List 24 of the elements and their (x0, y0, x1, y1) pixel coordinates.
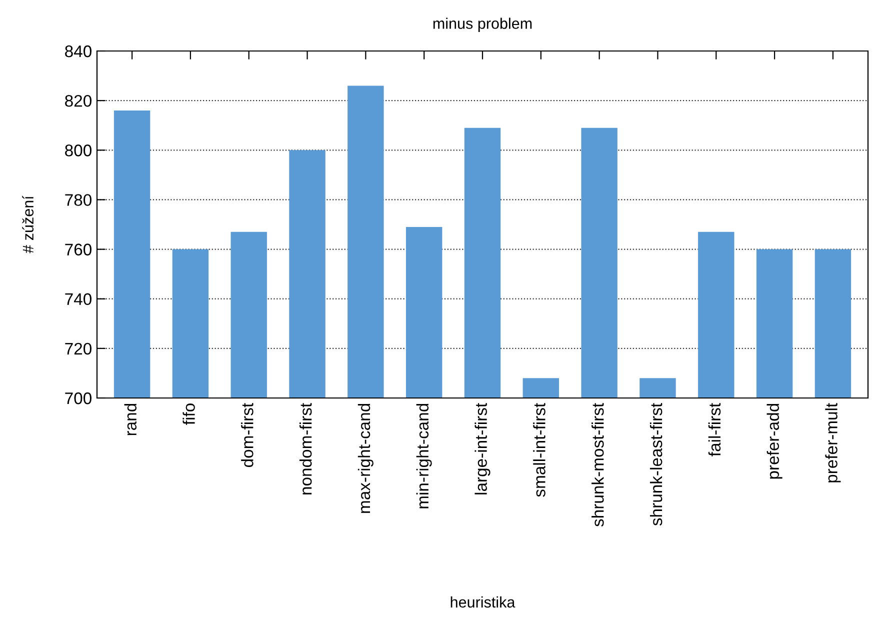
y-tick-label: 800 (65, 144, 92, 156)
y-tick-label: 720 (65, 342, 92, 355)
y-tick-label: 780 (65, 194, 92, 206)
x-tick-label: shrunk-most-first (592, 402, 604, 526)
y-tick-label: 740 (65, 293, 92, 306)
x-tick-label: prefer-mult (825, 402, 841, 482)
x-tick-label: small-int-first (533, 402, 546, 497)
x-tick-label: max-right-cand (358, 404, 374, 513)
x-tick-label: prefer-add (766, 404, 782, 479)
y-axis-title: # zúžení (22, 196, 34, 254)
chart-title: minus problem (433, 18, 532, 32)
x-tick-label: min-right-cand (416, 404, 432, 508)
x-tick-label: nondom-first (300, 402, 312, 494)
y-tick-label: 700 (65, 392, 92, 404)
x-tick-label: fail-first (708, 402, 721, 456)
x-tick-label: shrunk-least-first (650, 402, 662, 526)
x-tick-label: dom-first (241, 402, 254, 467)
x-axis-title: heuristika (450, 596, 516, 608)
y-tick-label: 820 (65, 94, 92, 107)
x-tick-label: large-int-first (474, 402, 490, 494)
y-tick-label: 760 (65, 244, 92, 256)
x-tick-label: rand (124, 404, 137, 436)
y-tick-label: 840 (65, 45, 92, 58)
x-tick-label: fifo (182, 404, 195, 425)
